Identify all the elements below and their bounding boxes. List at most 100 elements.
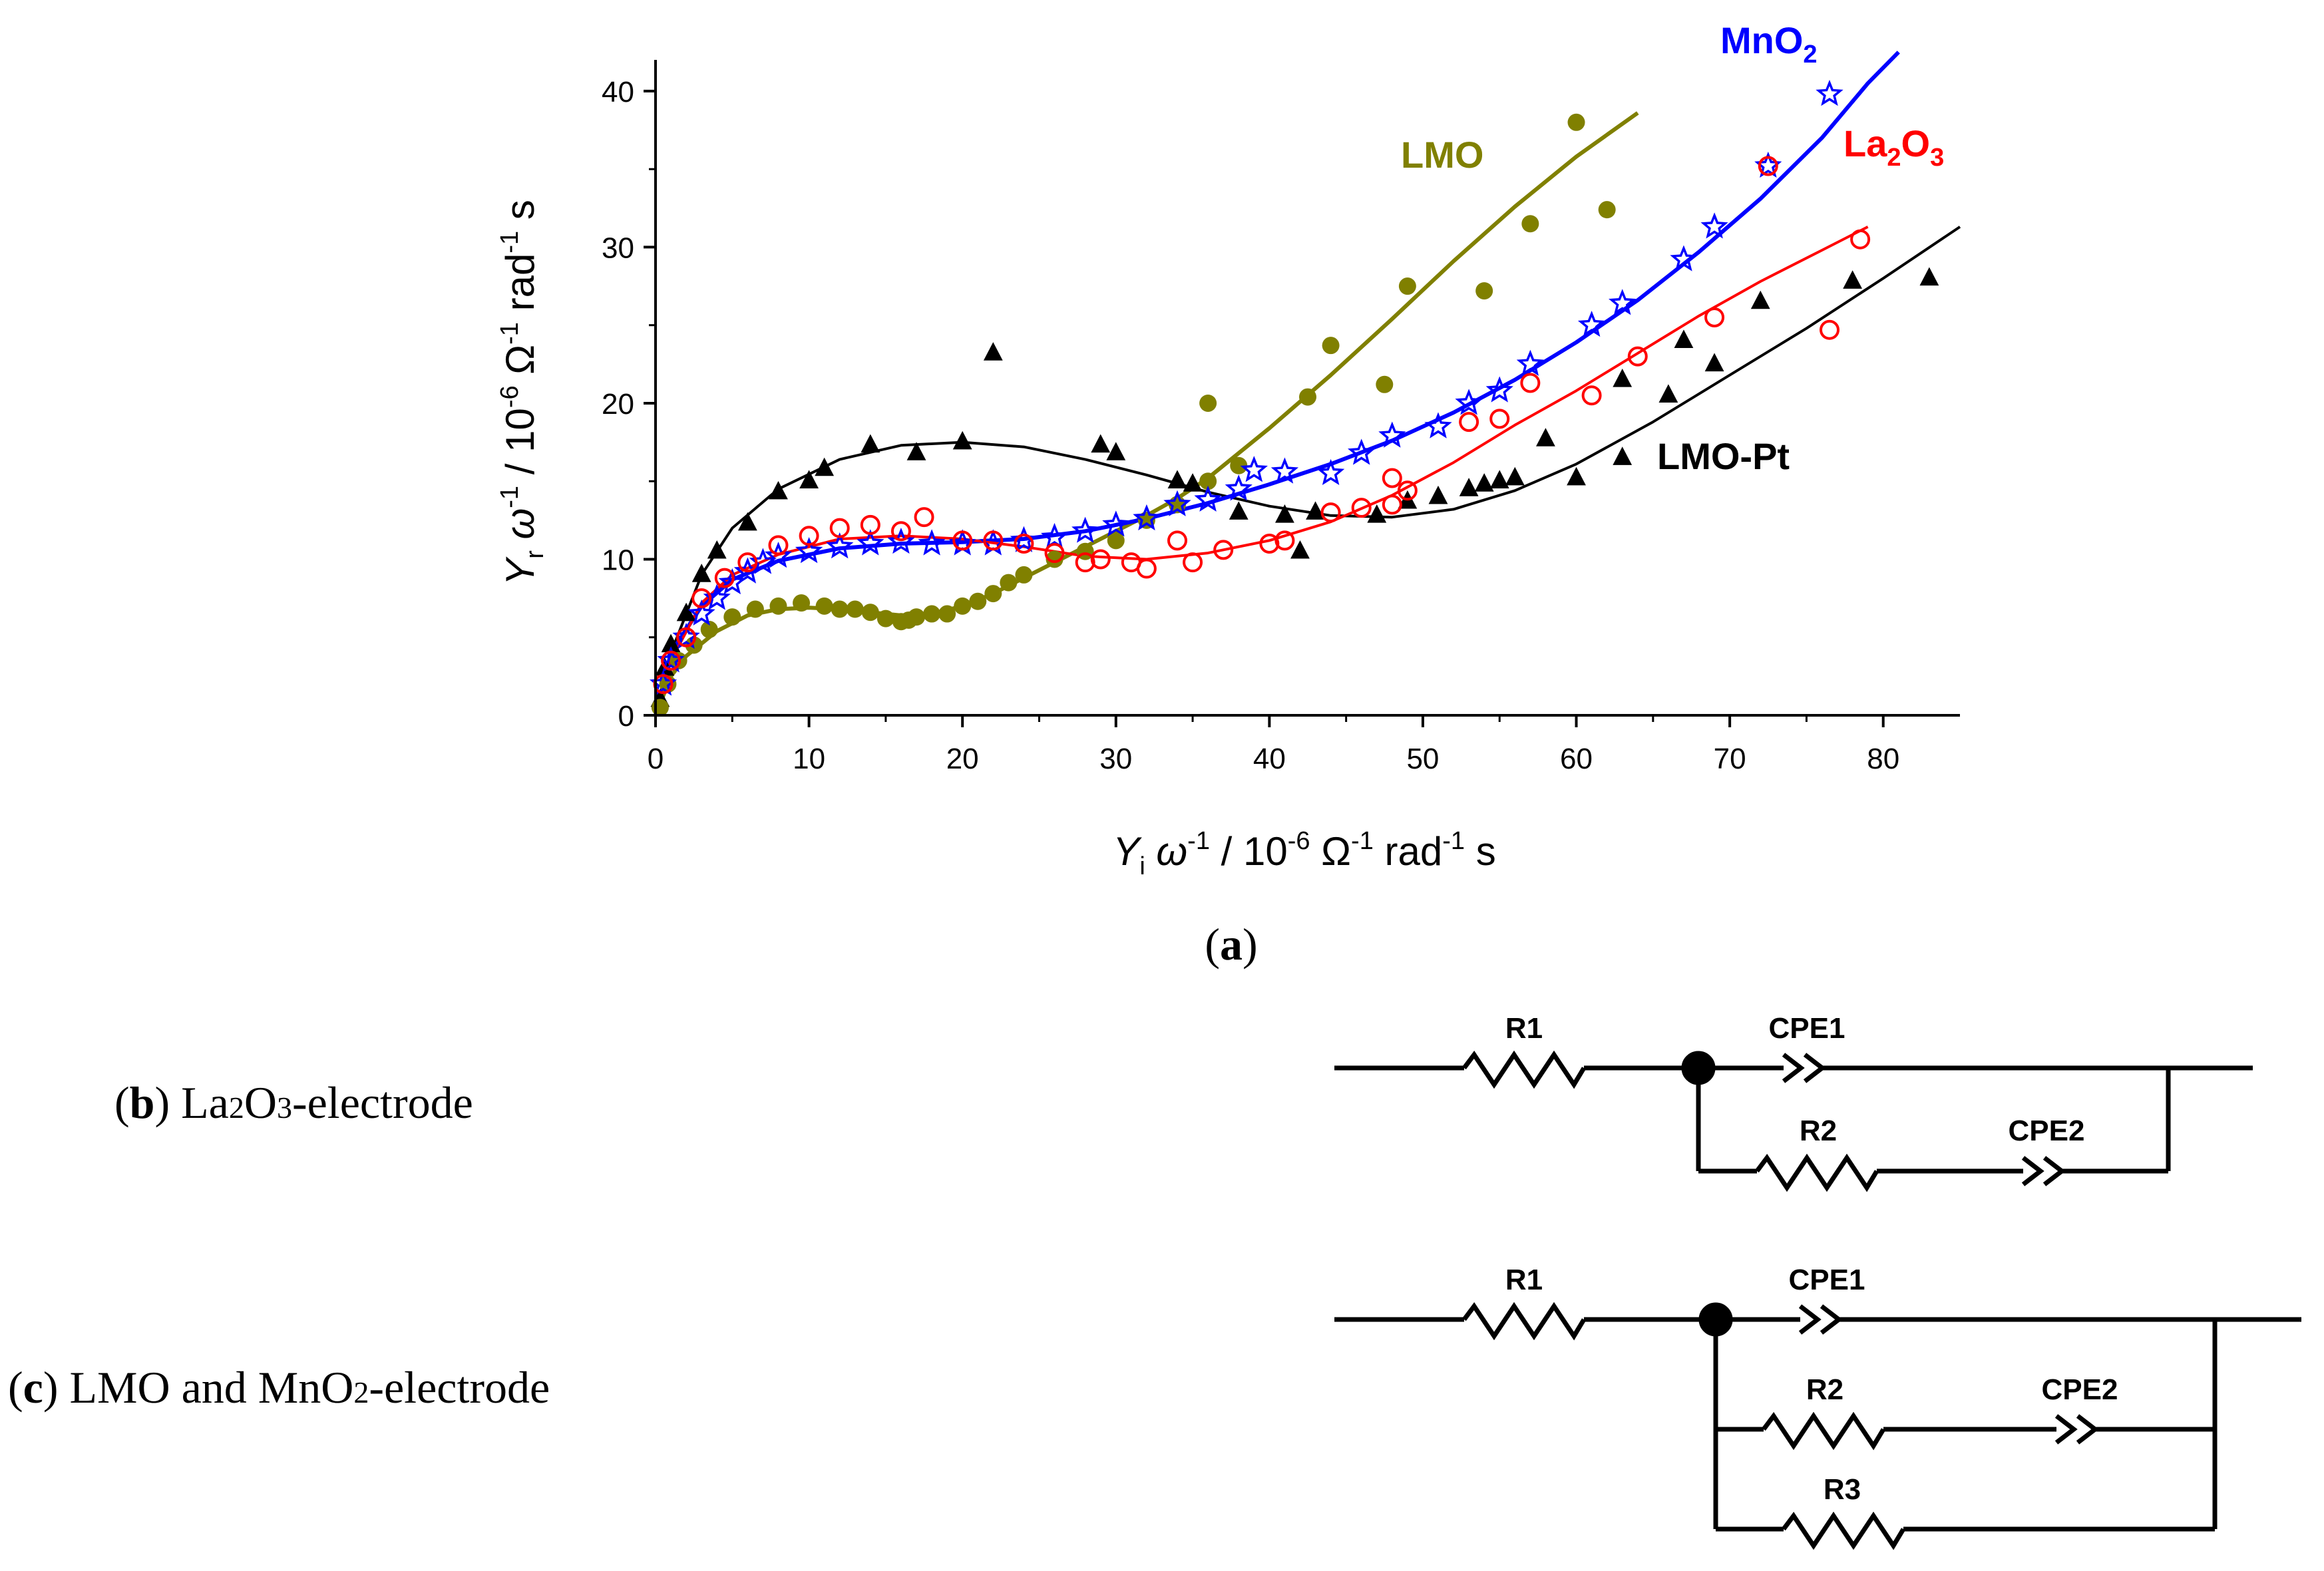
marker-lmo-pt: [1919, 267, 1939, 286]
fit-line-lmo: [654, 111, 1639, 717]
x-tick-label: 20: [946, 743, 979, 775]
marker-mno2: [1316, 458, 1345, 485]
marker-la2o3: [1820, 319, 1840, 340]
marker-lmo-pt: [1290, 540, 1310, 559]
marker-lmo-pt: [1474, 473, 1494, 492]
resistor-r2: [1762, 1411, 1886, 1451]
marker-la2o3: [1183, 552, 1203, 573]
x-ticks: 0 10 20 30 40 50 60 70 80: [648, 715, 1899, 775]
y-tick-label: 30: [602, 232, 634, 264]
marker-lmo: [831, 600, 849, 618]
y-tick-label: 10: [602, 544, 634, 576]
marker-lmo: [1046, 550, 1064, 568]
marker-lmo: [685, 636, 703, 654]
marker-lmo: [1137, 511, 1155, 529]
marker-la2o3: [1459, 412, 1479, 433]
marker-mno2: [1455, 389, 1483, 415]
marker-la2o3: [1213, 540, 1234, 560]
marker-lmo: [1107, 532, 1125, 550]
marker-mno2: [687, 599, 715, 626]
fit-line-la2o3: [654, 226, 1869, 716]
marker-lmo-pt: [707, 540, 727, 559]
marker-lmo-pt: [799, 470, 819, 489]
cpe1-symbol-a: [1798, 1304, 1822, 1335]
marker-lmo: [1567, 113, 1585, 131]
x-tick-label: 30: [1099, 743, 1132, 775]
cpe2-symbol-b: [2076, 1414, 2099, 1445]
marker-mno2: [1700, 212, 1728, 239]
marker-la2o3: [952, 530, 973, 551]
marker-lmo: [984, 585, 1002, 603]
y-tick-label: 0: [618, 700, 634, 733]
y-axis-title: Yr ω-1 / 10-6 Ω-1 rad-1 s: [496, 200, 549, 586]
marker-lmo: [793, 594, 811, 612]
marker-lmo-pt: [1183, 473, 1203, 492]
marker-la2o3: [1090, 549, 1111, 570]
y-tick-label: 20: [602, 388, 634, 421]
data-markers: [649, 79, 1939, 717]
marker-lmo-pt: [815, 457, 835, 476]
marker-la2o3: [1136, 558, 1157, 579]
x-tick-label: 50: [1406, 743, 1439, 775]
marker-lmo-pt: [769, 480, 788, 500]
marker-lmo: [1598, 201, 1616, 219]
marker-la2o3: [829, 518, 850, 538]
marker-lmo-pt: [906, 442, 926, 460]
marker-mno2: [1163, 490, 1191, 516]
marker-lmo-pt: [1106, 442, 1126, 460]
cpe1-symbol-b: [1820, 1304, 1843, 1335]
marker-lmo: [651, 699, 669, 717]
marker-mno2: [1609, 289, 1637, 315]
marker-lmo-pt: [1704, 353, 1724, 372]
resistor-r1: [1462, 1302, 1587, 1341]
marker-lmo-pt: [676, 602, 696, 621]
circuit-c-label-r2: R2: [1806, 1373, 1843, 1406]
y-tick-label: 40: [602, 76, 634, 108]
marker-mno2: [1378, 421, 1406, 448]
marker-la2o3: [799, 526, 819, 546]
marker-lmo-pt: [661, 633, 681, 653]
circuit-b-label-cpe2: CPE2: [2009, 1115, 2085, 1147]
marker-mno2: [1040, 522, 1069, 550]
marker-mno2: [1240, 456, 1268, 482]
marker-la2o3: [1351, 498, 1372, 518]
marker-lmo-pt: [1674, 329, 1694, 348]
marker-lmo-pt: [1275, 504, 1294, 523]
marker-mno2: [1102, 510, 1130, 537]
marker-la2o3: [860, 514, 880, 535]
circuit-c-label-cpe1: CPE1: [1789, 1264, 1865, 1296]
marker-la2o3: [1167, 530, 1187, 551]
cpe2-symbol-a: [2054, 1414, 2078, 1445]
marker-la2o3: [1274, 530, 1295, 551]
circuit-c-label-r3: R3: [1824, 1473, 1861, 1506]
marker-la2o3: [1489, 409, 1510, 429]
marker-lmo: [954, 597, 972, 615]
marker-lmo-pt: [1489, 470, 1509, 489]
marker-lmo: [1521, 215, 1539, 233]
marker-mno2: [1270, 457, 1299, 484]
marker-mno2: [1071, 516, 1099, 543]
marker-mno2: [887, 528, 915, 554]
marker-la2o3: [1382, 494, 1402, 515]
marker-mno2: [1010, 526, 1038, 552]
marker-lmo: [1475, 282, 1493, 300]
marker-mno2: [1577, 311, 1606, 337]
resistor-r2: [1755, 1153, 1879, 1192]
marker-lmo: [846, 600, 864, 618]
x-tick-label: 10: [793, 743, 825, 775]
marker-lmo-pt: [1613, 446, 1633, 465]
marker-la2o3: [1704, 307, 1725, 327]
marker-lmo-pt: [1658, 384, 1678, 403]
marker-lmo-pt: [1367, 504, 1387, 523]
cpe2-symbol-a: [2021, 1156, 2044, 1186]
cpe1-symbol-b: [1803, 1053, 1826, 1083]
marker-la2o3: [1397, 480, 1418, 501]
marker-lmo: [1199, 472, 1217, 490]
circuit-b-label-r2: R2: [1800, 1115, 1837, 1147]
marker-lmo-pt: [1428, 485, 1448, 504]
marker-mno2: [1194, 485, 1222, 512]
marker-la2o3: [1758, 156, 1778, 176]
marker-la2o3: [1382, 468, 1402, 488]
marker-lmo-pt: [983, 342, 1003, 361]
